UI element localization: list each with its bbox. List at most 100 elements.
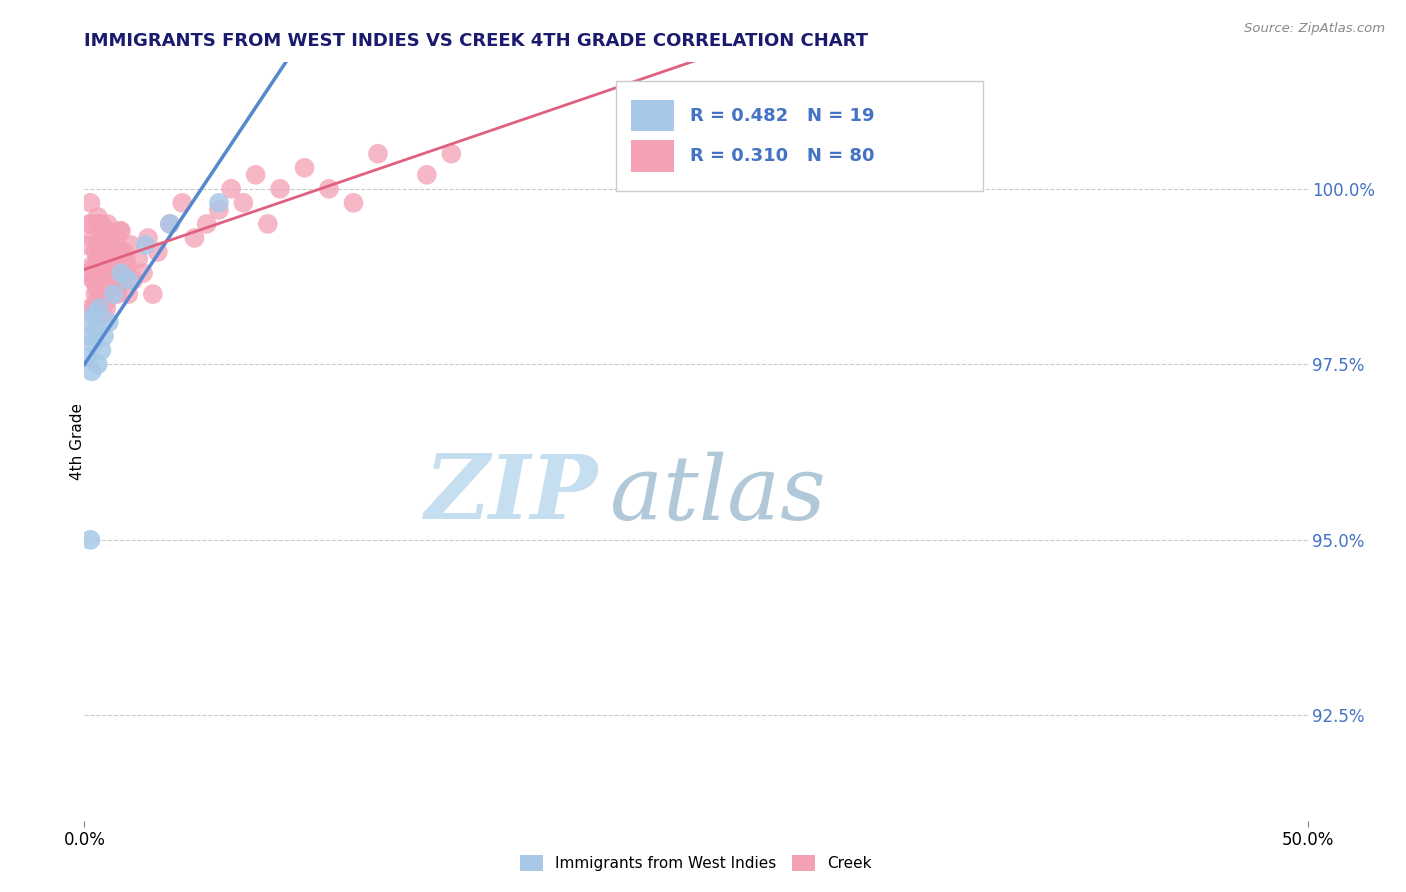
Point	[117, 273, 139, 287]
Point	[100, 244, 122, 259]
Point	[208, 202, 231, 217]
Point	[142, 287, 165, 301]
Point	[83, 273, 105, 287]
Text: R = 0.310   N = 80: R = 0.310 N = 80	[690, 146, 875, 165]
Point	[135, 238, 157, 252]
Point	[84, 244, 107, 259]
Point	[440, 146, 463, 161]
Point	[120, 238, 142, 252]
Point	[87, 301, 110, 315]
Point	[86, 322, 108, 336]
Point	[97, 224, 120, 238]
Point	[87, 210, 110, 224]
Bar	[631, 140, 673, 171]
Point	[367, 146, 389, 161]
Point	[101, 238, 124, 252]
Bar	[631, 100, 673, 131]
Point	[107, 280, 129, 294]
Point	[159, 217, 181, 231]
Point	[96, 301, 118, 315]
Point	[79, 195, 101, 210]
Point	[87, 308, 110, 322]
Point	[79, 533, 101, 547]
Point	[105, 231, 128, 245]
Point	[90, 343, 112, 358]
Point	[86, 294, 108, 309]
Text: ZIP: ZIP	[425, 451, 598, 538]
Point	[93, 287, 115, 301]
Point	[80, 259, 103, 273]
Point	[105, 287, 128, 301]
Point	[172, 195, 194, 210]
FancyBboxPatch shape	[616, 81, 983, 191]
Point	[146, 244, 169, 259]
Point	[94, 238, 117, 252]
Point	[111, 273, 134, 287]
Text: Source: ZipAtlas.com: Source: ZipAtlas.com	[1244, 22, 1385, 36]
Point	[208, 195, 231, 210]
Point	[110, 224, 132, 238]
Point	[127, 252, 149, 266]
Point	[77, 217, 100, 231]
Point	[96, 294, 118, 309]
Point	[122, 273, 145, 287]
Point	[93, 280, 115, 294]
Point	[82, 231, 104, 245]
Point	[83, 308, 105, 322]
Point	[103, 259, 125, 273]
Point	[82, 336, 104, 351]
Point	[219, 182, 242, 196]
Point	[84, 287, 107, 301]
Point	[80, 364, 103, 378]
Point	[136, 231, 159, 245]
Y-axis label: 4th Grade: 4th Grade	[70, 403, 84, 480]
Point	[115, 252, 138, 266]
Point	[104, 252, 127, 266]
Point	[80, 217, 103, 231]
Point	[97, 273, 120, 287]
Point	[84, 259, 107, 273]
Point	[114, 244, 136, 259]
Text: IMMIGRANTS FROM WEST INDIES VS CREEK 4TH GRADE CORRELATION CHART: IMMIGRANTS FROM WEST INDIES VS CREEK 4TH…	[84, 32, 869, 50]
Point	[342, 195, 364, 210]
Point	[318, 182, 340, 196]
Point	[76, 238, 98, 252]
Point	[232, 195, 254, 210]
Point	[94, 231, 117, 245]
Point	[79, 329, 101, 343]
Point	[110, 244, 132, 259]
Point	[89, 217, 111, 231]
Legend: Immigrants from West Indies, Creek: Immigrants from West Indies, Creek	[515, 849, 877, 878]
Point	[89, 224, 111, 238]
Point	[90, 266, 112, 280]
Point	[83, 301, 105, 315]
Point	[87, 357, 110, 371]
Point	[89, 217, 111, 231]
Point	[100, 231, 122, 245]
Point	[257, 217, 280, 231]
Point	[112, 266, 135, 280]
Point	[105, 273, 128, 287]
Point	[82, 273, 104, 287]
Text: R = 0.482   N = 19: R = 0.482 N = 19	[690, 106, 875, 125]
Point	[103, 287, 125, 301]
Point	[183, 231, 205, 245]
Point	[98, 266, 121, 280]
Point	[77, 315, 100, 329]
Point	[97, 217, 120, 231]
Point	[87, 252, 110, 266]
Point	[77, 266, 100, 280]
Point	[115, 259, 138, 273]
Point	[77, 351, 100, 365]
Point	[87, 252, 110, 266]
Point	[91, 252, 114, 266]
Point	[117, 287, 139, 301]
Point	[110, 266, 132, 280]
Point	[115, 266, 138, 280]
Point	[79, 301, 101, 315]
Point	[294, 161, 316, 175]
Point	[97, 315, 120, 329]
Point	[87, 238, 110, 252]
Point	[245, 168, 267, 182]
Point	[91, 308, 114, 322]
